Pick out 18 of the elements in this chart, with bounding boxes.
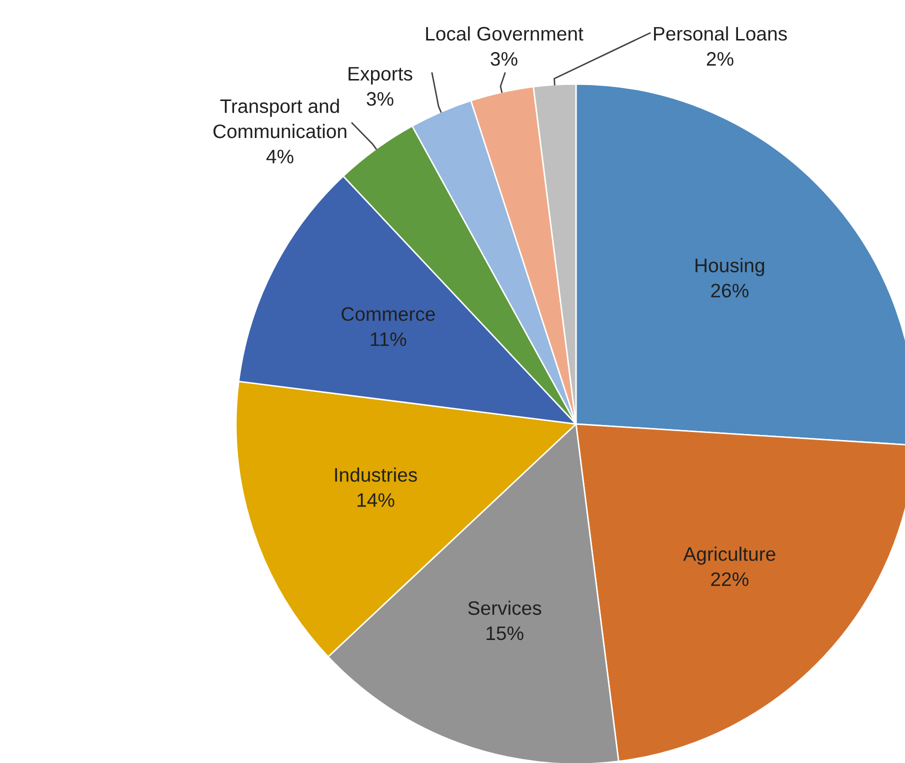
slice-label: Transport and Communication — [213, 98, 346, 138]
slice-label: Services — [468, 600, 542, 615]
slice-label: Commerce — [342, 307, 435, 321]
slice-label: Housing — [696, 258, 764, 276]
data-label: 2% — [706, 52, 734, 66]
slice-label: Personal Loans — [654, 26, 787, 41]
slice-label: Industries — [335, 467, 417, 482]
data-label: 4% — [266, 150, 294, 164]
slice-label: Local Government — [426, 26, 584, 41]
data-label: 3% — [490, 52, 518, 66]
slice-label: Agriculture — [683, 546, 776, 565]
data-label: 3% — [366, 92, 394, 106]
data-label: 26% — [711, 284, 748, 298]
data-label: 15% — [486, 626, 524, 640]
slice-label: Exports — [348, 67, 412, 84]
data-label: 22% — [711, 572, 748, 586]
data-label: 11% — [370, 332, 406, 346]
data-label: 14% — [358, 493, 394, 507]
